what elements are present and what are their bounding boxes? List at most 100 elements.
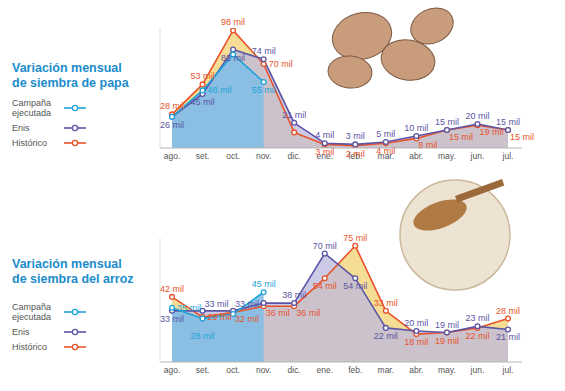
potato-picture	[327, 1, 459, 90]
legend-item: Histórico	[12, 138, 86, 148]
marker	[506, 316, 511, 321]
marker	[200, 88, 205, 93]
data-label: 8 mil	[418, 140, 437, 150]
marker	[231, 28, 236, 33]
marker	[475, 324, 480, 329]
data-label: 26 mil	[160, 120, 184, 130]
legend-swatch	[72, 125, 77, 130]
x-tick-label: set.	[196, 365, 210, 375]
title-line: Variación mensual	[12, 257, 122, 271]
data-label: 55 mil	[252, 85, 276, 95]
potato	[327, 54, 374, 90]
legend-line: Enis	[12, 123, 30, 133]
marker	[261, 290, 266, 295]
marker	[353, 142, 358, 147]
legend-label: Enis	[12, 327, 30, 337]
data-label: 21 mil	[282, 110, 306, 120]
legend-line: Histórico	[12, 342, 47, 352]
legend-line: Campaña	[12, 302, 51, 312]
legend-line: ejecutada	[12, 312, 51, 322]
area	[172, 254, 508, 363]
data-label: 74 mil	[252, 46, 276, 56]
area	[172, 292, 264, 362]
data-label: 15 mil	[449, 132, 473, 142]
chart-0: Variación mensualde siembra de papaago.s…	[12, 17, 534, 161]
area	[172, 50, 508, 148]
data-label: 33 mil	[160, 314, 184, 324]
data-label: 28 mil	[160, 101, 184, 111]
data-label: 28 mil	[191, 331, 215, 341]
data-label: 29 mil	[208, 312, 232, 322]
data-label: 19 mil	[435, 336, 459, 346]
x-tick-label: nov.	[256, 365, 271, 375]
marker	[231, 47, 236, 52]
data-label: 20 mil	[465, 111, 489, 121]
marker	[383, 326, 388, 331]
marker	[261, 62, 266, 67]
marker	[170, 114, 175, 119]
data-label: 18 mil	[404, 337, 428, 347]
data-label: 23 mil	[465, 313, 489, 323]
potato	[405, 1, 459, 50]
data-label: 2 mil	[346, 149, 365, 159]
legend-label: Histórico	[12, 138, 47, 148]
marker	[383, 140, 388, 145]
data-label: 98 mil	[221, 17, 245, 27]
marker	[261, 301, 266, 306]
data-label: 36 mil	[296, 308, 320, 318]
legend-label: Enis	[12, 123, 30, 133]
data-labels: 42 mil35 mil33 mil33 mil29 mil28 mil33 m…	[160, 233, 520, 347]
x-tick-label: jul.	[502, 365, 514, 375]
legend-item: Campañaejecutada	[12, 302, 86, 322]
data-label: 33 mil	[374, 298, 398, 308]
data-label: 45 mil	[191, 97, 215, 107]
data-label: 54 mil	[313, 281, 337, 291]
x-tick-label: ago.	[164, 365, 181, 375]
marker	[292, 120, 297, 125]
plot-area	[170, 28, 511, 148]
rice-bowl	[400, 180, 510, 290]
marker	[475, 122, 480, 127]
x-tick-label: jul.	[502, 151, 514, 161]
legend-swatch	[72, 309, 77, 314]
data-label: 22 mil	[374, 331, 398, 341]
marker	[200, 316, 205, 321]
data-label: 4 mil	[376, 146, 395, 156]
marker	[414, 329, 419, 334]
data-label: 19 mil	[435, 320, 459, 330]
rice-picture	[400, 179, 510, 290]
line	[172, 246, 508, 334]
x-tick-label: ene.	[316, 365, 333, 375]
line	[172, 50, 508, 145]
data-label: 15 mil	[510, 132, 534, 142]
x-tick-label: nov.	[256, 151, 271, 161]
marker	[200, 82, 205, 87]
figure: Variación mensual de siembra de papa ago. s…	[0, 0, 565, 391]
line	[172, 54, 264, 116]
data-label: 33 mil	[235, 299, 259, 309]
data-label: 21 mil	[496, 332, 520, 342]
legend-item: Enis	[12, 327, 86, 337]
data-label: 15 mil	[496, 117, 520, 127]
legend-swatch	[72, 105, 77, 110]
legend-swatch	[72, 344, 77, 349]
legend-swatch	[72, 140, 77, 145]
data-label: 28 mil	[496, 306, 520, 316]
x-tick-label: may.	[438, 365, 456, 375]
legend-line: Histórico	[12, 138, 47, 148]
legend-label: Campañaejecutada	[12, 98, 51, 118]
data-label: 10 mil	[404, 123, 428, 133]
title-line: de siembra de papa	[12, 76, 130, 90]
data-label: 48 mil	[208, 85, 232, 95]
data-label: 82 mil	[221, 53, 245, 63]
data-label: 4 mil	[315, 130, 334, 140]
data-label: 15 mil	[435, 117, 459, 127]
data-label: 54 mil	[343, 281, 367, 291]
line	[172, 254, 508, 333]
data-label: 3 mil	[315, 147, 334, 157]
marker	[322, 141, 327, 146]
x-tick-label: jun.	[470, 151, 485, 161]
legend-line: Campaña	[12, 98, 51, 108]
x-axis	[160, 362, 522, 363]
data-label: 75 mil	[343, 233, 367, 243]
